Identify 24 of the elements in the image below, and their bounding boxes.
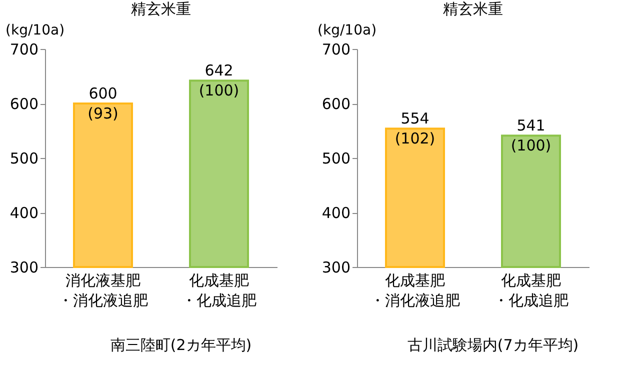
y-tick-label: 600 [322,95,350,113]
chart-title: 精玄米重 [443,0,503,18]
y-tick-label: 400 [10,204,38,222]
data-label: 554 (102) [394,110,436,148]
data-label: 642 (100) [198,62,240,100]
x-tick-label: 消化液基肥・消化液追肥 [58,272,148,310]
y-axis-title: (kg/10a) [318,22,377,38]
y-tick-label: 300 [10,258,38,276]
y-tick-label: 300 [322,258,350,276]
y-tick-label: 600 [10,95,38,113]
y-tick-label: 700 [10,40,38,58]
x-tick-label: 化成基肥・化成追肥 [494,272,568,310]
y-axis-title: (kg/10a) [6,22,65,38]
y-tick-label: 500 [322,150,350,168]
text: 南三陸町(2カ年平均) [110,336,252,354]
y-tick-label: 700 [322,40,350,58]
chart-title: 精玄米重 [131,0,191,18]
data-label: 600 (93) [88,84,118,122]
data-label: 541 (100) [510,116,552,155]
x-tick-label: 化成基肥・消化液追肥 [370,272,460,310]
x-tick-label: 化成基肥・化成追肥 [182,272,256,310]
y-tick-label: 400 [322,204,350,222]
y-tick-label: 500 [10,150,38,168]
text: 古川試験場内(7カ年平均) [407,336,579,354]
